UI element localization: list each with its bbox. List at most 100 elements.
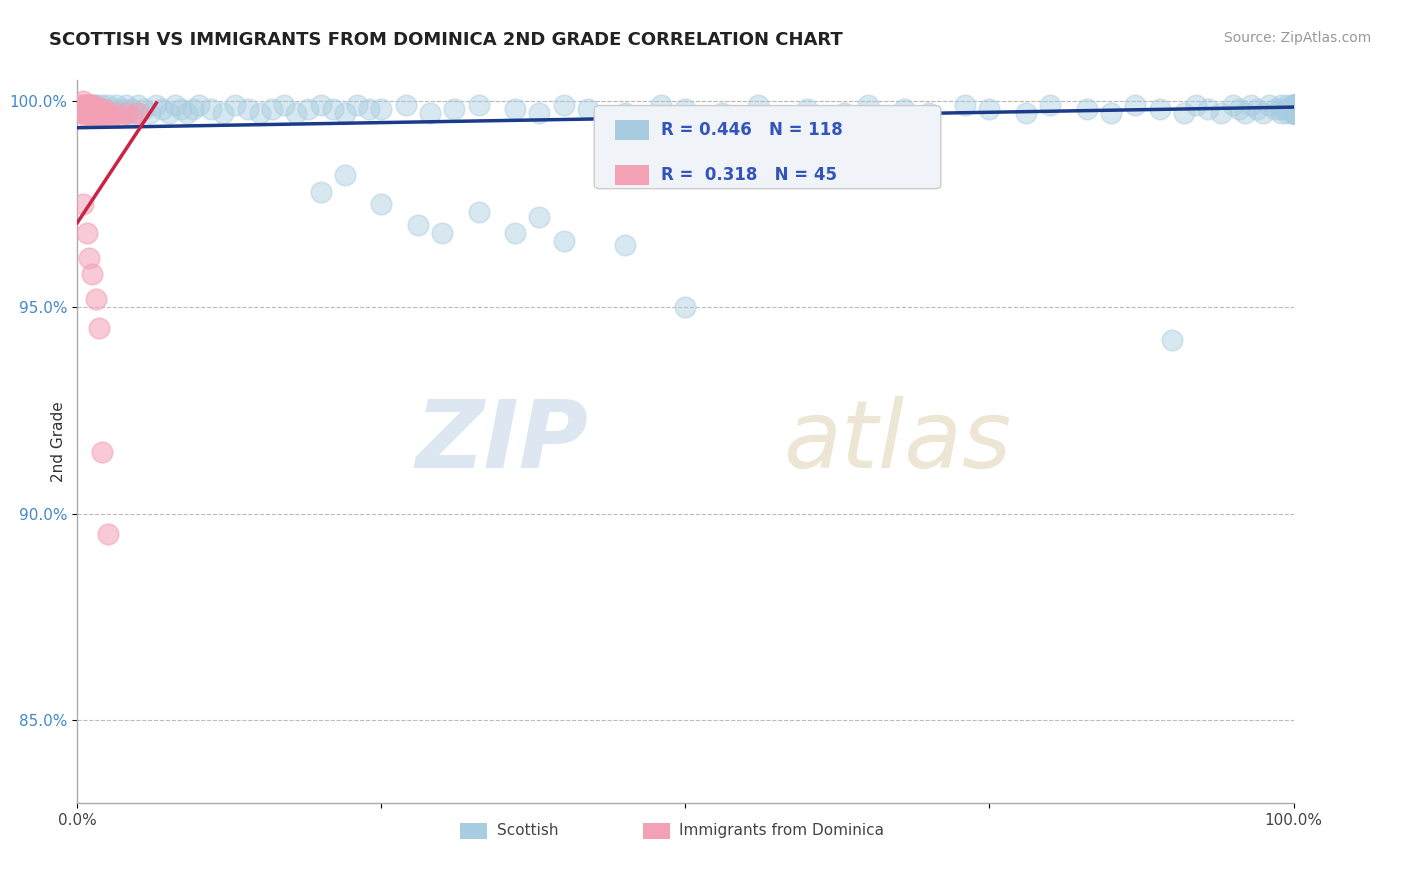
Point	[83, 102, 105, 116]
Point	[285, 106, 308, 120]
Point	[77, 98, 100, 112]
Text: Scottish: Scottish	[496, 822, 558, 838]
Point	[1270, 106, 1292, 120]
Point	[176, 106, 198, 120]
Point	[80, 106, 103, 120]
Point	[121, 102, 143, 116]
Point	[80, 98, 103, 112]
Point	[82, 111, 104, 125]
Point	[86, 102, 108, 116]
Point	[503, 226, 526, 240]
Bar	[614, 120, 650, 140]
Point	[1282, 102, 1305, 116]
Point	[73, 98, 96, 112]
Point	[73, 102, 96, 116]
Point	[87, 102, 110, 116]
Point	[1258, 98, 1281, 112]
Point	[103, 106, 125, 120]
Point	[529, 210, 551, 224]
Point	[157, 106, 180, 120]
Point	[1282, 102, 1305, 116]
Point	[419, 106, 441, 120]
Point	[1282, 98, 1305, 112]
Point	[75, 98, 97, 112]
Point	[236, 102, 259, 116]
Point	[80, 102, 103, 116]
Point	[79, 102, 101, 116]
Point	[90, 98, 112, 112]
Point	[322, 102, 344, 116]
Point	[97, 98, 120, 112]
Point	[529, 106, 551, 120]
Point	[89, 102, 111, 116]
Point	[80, 268, 103, 282]
Point	[84, 106, 107, 120]
Point	[72, 102, 94, 116]
Point	[467, 98, 489, 112]
Point	[75, 106, 97, 120]
Point	[576, 102, 599, 116]
Point	[89, 102, 111, 116]
Point	[309, 185, 332, 199]
Point	[1076, 102, 1098, 116]
Point	[467, 205, 489, 219]
Point	[103, 102, 125, 116]
Point	[75, 106, 97, 120]
Point	[100, 111, 122, 125]
Text: Immigrants from Dominica: Immigrants from Dominica	[679, 822, 884, 838]
Point	[309, 98, 332, 112]
Point	[87, 106, 110, 120]
Point	[613, 238, 636, 252]
Point	[1277, 102, 1299, 116]
Point	[370, 197, 392, 211]
Point	[134, 102, 156, 116]
Point	[79, 102, 101, 116]
Point	[163, 98, 186, 112]
Point	[979, 102, 1001, 116]
Point	[1173, 106, 1195, 120]
Point	[406, 218, 429, 232]
Point	[79, 106, 101, 120]
Point	[1222, 98, 1244, 112]
Point	[553, 235, 575, 249]
Point	[1282, 98, 1305, 112]
Point	[249, 106, 271, 120]
Point	[1282, 102, 1305, 116]
Point	[91, 111, 114, 125]
Point	[1277, 106, 1299, 120]
Point	[1282, 98, 1305, 112]
Point	[152, 102, 174, 116]
Point	[70, 98, 93, 112]
Point	[297, 102, 319, 116]
Point	[613, 106, 636, 120]
Point	[108, 111, 131, 125]
Point	[1282, 98, 1305, 112]
Point	[918, 106, 941, 120]
Point	[675, 102, 697, 116]
Point	[1270, 98, 1292, 112]
Point	[747, 98, 769, 112]
Point	[893, 102, 915, 116]
Point	[70, 102, 93, 116]
Text: atlas: atlas	[783, 396, 1011, 487]
Point	[84, 106, 107, 120]
Point	[1282, 102, 1305, 116]
Point	[1246, 102, 1268, 116]
Point	[1282, 98, 1305, 112]
Point	[1282, 106, 1305, 120]
Point	[1282, 102, 1305, 116]
Point	[83, 102, 105, 116]
Point	[108, 106, 131, 120]
Point	[1125, 98, 1147, 112]
Point	[212, 106, 235, 120]
Point	[1015, 106, 1038, 120]
FancyBboxPatch shape	[595, 105, 941, 189]
Point	[443, 102, 465, 116]
Text: R = 0.446   N = 118: R = 0.446 N = 118	[661, 121, 842, 139]
Point	[395, 98, 418, 112]
Point	[1039, 98, 1062, 112]
Point	[125, 106, 148, 120]
Point	[89, 111, 111, 125]
Bar	[643, 823, 669, 838]
Point	[1282, 106, 1305, 120]
